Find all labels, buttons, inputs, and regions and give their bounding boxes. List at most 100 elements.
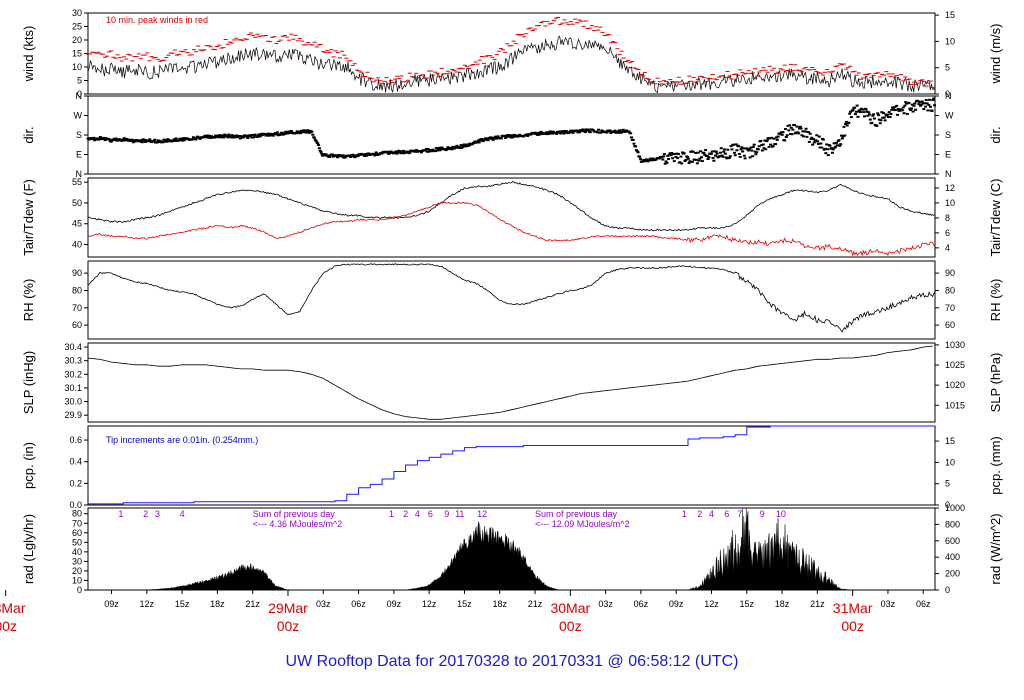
- direction-point: [797, 132, 801, 135]
- direction-point: [759, 139, 763, 142]
- direction-point: [557, 131, 561, 134]
- direction-point: [645, 159, 649, 162]
- direction-point: [420, 151, 424, 154]
- direction-point: [862, 111, 866, 114]
- direction-point: [824, 152, 828, 155]
- hour-marker: 1: [389, 509, 394, 519]
- RH-ytick-label: 60: [72, 320, 82, 330]
- direction-point: [928, 98, 932, 101]
- RH-rtick-label: 90: [945, 268, 955, 278]
- direction-point: [902, 112, 906, 115]
- direction-point: [536, 133, 540, 136]
- direction-point: [703, 153, 707, 156]
- direction-point: [673, 153, 677, 156]
- direction-point: [768, 137, 772, 140]
- direction-point: [908, 107, 912, 110]
- direction-point: [191, 138, 195, 141]
- direction-point: [216, 136, 220, 139]
- direction-point: [545, 133, 549, 136]
- direction-point: [911, 110, 915, 113]
- direction-point: [517, 133, 521, 136]
- direction-point: [435, 149, 439, 152]
- direction-point: [798, 125, 802, 128]
- direction-point: [513, 133, 517, 136]
- direction-point: [508, 135, 512, 138]
- direction-point: [826, 154, 830, 157]
- direction-point: [618, 129, 622, 132]
- direction-point: [646, 160, 650, 163]
- direction-point: [207, 136, 211, 139]
- direction-point: [195, 136, 199, 139]
- direction-point: [238, 137, 242, 140]
- direction-point: [181, 139, 185, 142]
- wind-annotation: 10 min. peak winds in red: [106, 15, 208, 25]
- radiation-rtick-label: 600: [945, 536, 960, 546]
- direction-point: [477, 141, 481, 144]
- direction-point: [335, 154, 339, 157]
- direction-point: [769, 136, 773, 139]
- direction-point: [116, 139, 120, 142]
- direction-point: [431, 148, 435, 151]
- direction-point: [394, 150, 398, 153]
- direction-point: [815, 134, 819, 137]
- direction-point: [693, 158, 697, 161]
- direction-point: [670, 152, 674, 155]
- panel-SLP: 29.9 30.0 30.1 30.2 30.3 30.4 1015 1020 1025 1030…: [21, 340, 1003, 423]
- direction-point: [438, 148, 442, 151]
- direction-point: [742, 154, 746, 157]
- direction-point: [881, 112, 885, 115]
- direction-point: [250, 136, 254, 139]
- x-tick-label: 06z: [916, 599, 931, 609]
- direction-point: [419, 150, 423, 153]
- direction-point: [312, 136, 316, 139]
- direction-point: [424, 147, 428, 150]
- radiation-ytick-label: 80: [72, 509, 82, 519]
- direction-point: [563, 130, 567, 133]
- direction-point: [882, 116, 886, 119]
- direction-point: [110, 139, 114, 142]
- RH-rtick-label: 70: [945, 303, 955, 313]
- direction-point: [425, 150, 429, 153]
- direction-point: [226, 136, 230, 139]
- direction-point: [746, 148, 750, 151]
- direction-point: [794, 131, 798, 134]
- direction-point: [776, 135, 780, 138]
- x-tick-label: 21z: [245, 599, 260, 609]
- direction-point: [909, 107, 913, 110]
- direction-point: [890, 108, 894, 111]
- direction-point: [480, 138, 484, 141]
- direction-point: [839, 143, 843, 146]
- direction-point: [313, 138, 317, 141]
- direction-point: [434, 147, 438, 150]
- precipitation-ytick-label: 0.0: [69, 500, 82, 510]
- direction-point: [876, 112, 880, 115]
- direction-point: [892, 108, 896, 111]
- hour-marker: 9: [444, 509, 449, 519]
- direction-point: [847, 121, 851, 124]
- direction-point: [903, 104, 907, 107]
- direction-point: [635, 150, 639, 153]
- direction-point: [795, 125, 799, 128]
- direction-point: [719, 147, 723, 150]
- direction-point: [564, 131, 568, 134]
- direction-point: [805, 135, 809, 138]
- direction-point: [296, 131, 300, 134]
- direction-point: [923, 105, 927, 108]
- direction-point: [651, 157, 655, 160]
- direction-point: [546, 131, 550, 134]
- direction-point: [854, 110, 858, 113]
- direction-point: [485, 137, 489, 140]
- direction-point: [268, 132, 272, 135]
- dir-ytick-label: N: [76, 169, 83, 179]
- RH-ytick-label: 70: [72, 303, 82, 313]
- direction-point: [444, 149, 448, 152]
- direction-point: [927, 103, 931, 106]
- direction-point: [225, 134, 229, 137]
- direction-point: [761, 143, 765, 146]
- direction-point: [676, 157, 680, 160]
- x-tick-label: 03z: [598, 599, 613, 609]
- direction-point: [408, 151, 412, 154]
- direction-point: [821, 138, 825, 141]
- direction-point: [197, 136, 201, 139]
